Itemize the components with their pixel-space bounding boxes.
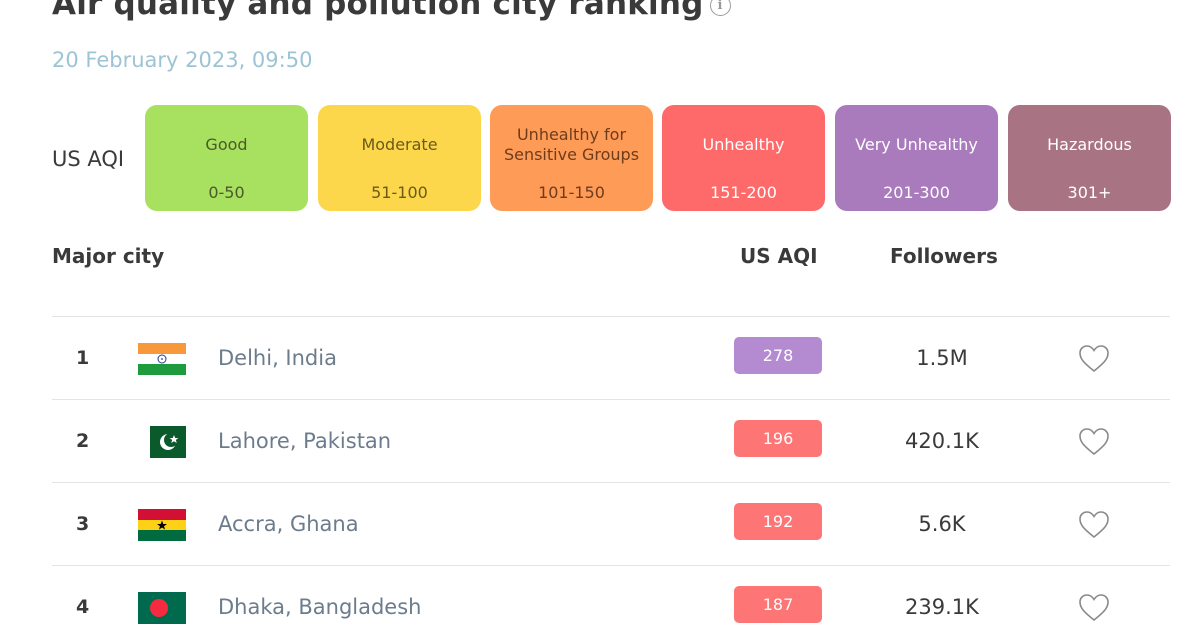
city-name-link[interactable]: Lahore, Pakistan (218, 429, 392, 453)
legend-item-unhealthy-sensitive: Unhealthy for Sensitive Groups 101-150 (490, 105, 653, 211)
rank-number: 4 (76, 596, 90, 618)
rank-number: 2 (76, 430, 90, 452)
heart-icon[interactable] (1078, 510, 1110, 539)
legend-item-name: Hazardous (1047, 135, 1132, 154)
legend-item-range: 101-150 (538, 183, 605, 202)
followers-count: 5.6K (918, 512, 966, 536)
timestamp: 20 February 2023, 09:50 (52, 48, 313, 72)
table-row[interactable]: 3 Accra, Ghana 192 5.6K (52, 482, 1170, 566)
legend-item-range: 151-200 (710, 183, 777, 202)
bangladesh-flag-icon (138, 592, 186, 624)
table-row[interactable]: 2 Lahore, Pakistan 196 420.1K (52, 399, 1170, 483)
legend-item-name: Unhealthy (702, 135, 785, 154)
heart-icon[interactable] (1078, 593, 1110, 622)
legend-item-range: 201-300 (883, 183, 950, 202)
aqi-badge: 278 (734, 337, 822, 374)
aqi-badge: 192 (734, 503, 822, 540)
india-flag-icon (138, 343, 186, 375)
rank-number: 1 (76, 347, 90, 369)
followers-count: 239.1K (905, 595, 979, 619)
city-name-link[interactable]: Delhi, India (218, 346, 337, 370)
rank-number: 3 (76, 513, 90, 535)
legend-item-moderate: Moderate 51-100 (318, 105, 481, 211)
page-title-container: Air quality and pollution city ranking i (52, 0, 731, 22)
legend-item-name: Good (205, 135, 248, 154)
column-header-aqi[interactable]: US AQI (740, 244, 818, 268)
info-icon[interactable]: i (709, 0, 731, 16)
legend-item-name: Unhealthy for Sensitive Groups (503, 125, 640, 164)
legend-item-name: Very Unhealthy (855, 135, 978, 154)
page-title: Air quality and pollution city ranking (52, 0, 704, 22)
city-name-link[interactable]: Dhaka, Bangladesh (218, 595, 422, 619)
legend-item-hazardous: Hazardous 301+ (1008, 105, 1171, 211)
legend-item-range: 51-100 (371, 183, 428, 202)
ghana-flag-icon (138, 509, 186, 541)
city-name-link[interactable]: Accra, Ghana (218, 512, 359, 536)
legend-label: US AQI (52, 147, 125, 171)
legend-item-unhealthy: Unhealthy 151-200 (662, 105, 825, 211)
legend-item-good: Good 0-50 (145, 105, 308, 211)
followers-count: 420.1K (905, 429, 979, 453)
heart-icon[interactable] (1078, 427, 1110, 456)
pakistan-flag-icon (138, 426, 186, 458)
table-row[interactable]: 4 Dhaka, Bangladesh 187 239.1K (52, 565, 1170, 630)
legend-item-range: 0-50 (208, 183, 245, 202)
legend-item-very-unhealthy: Very Unhealthy 201-300 (835, 105, 998, 211)
legend-item-range: 301+ (1067, 183, 1112, 202)
heart-icon[interactable] (1078, 344, 1110, 373)
column-header-followers[interactable]: Followers (890, 244, 998, 268)
aqi-badge: 187 (734, 586, 822, 623)
legend-item-name: Moderate (361, 135, 438, 154)
column-header-city[interactable]: Major city (52, 244, 165, 268)
aqi-badge: 196 (734, 420, 822, 457)
table-row[interactable]: 1 Delhi, India 278 1.5M (52, 316, 1170, 400)
followers-count: 1.5M (916, 346, 968, 370)
